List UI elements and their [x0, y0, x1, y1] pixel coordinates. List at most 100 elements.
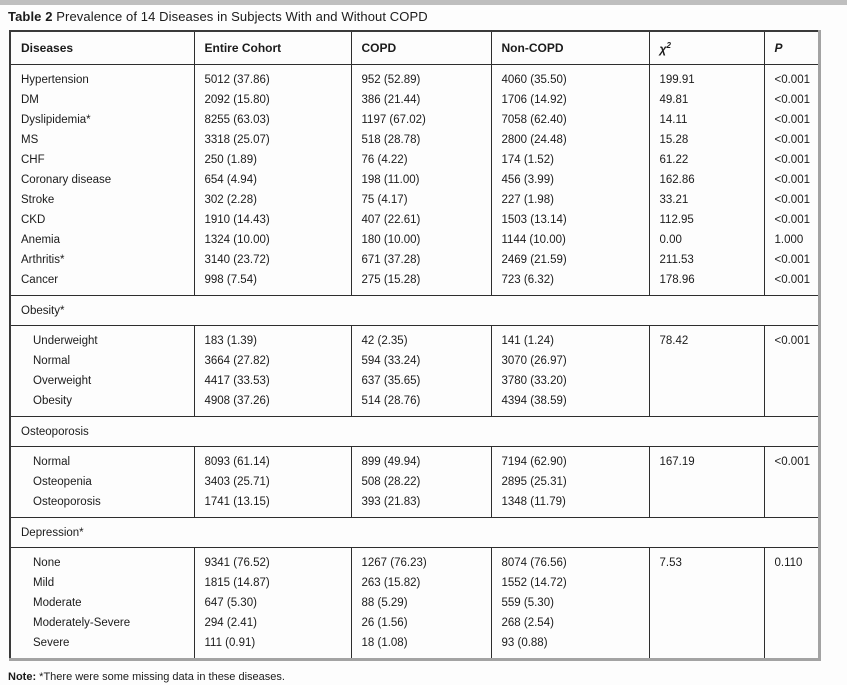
col-header-entire-cohort: Entire Cohort	[193, 31, 351, 65]
copd-cell: 594 (33.24)	[350, 351, 491, 371]
disease-name-cell: Moderate	[33, 597, 82, 609]
disease-name-cell: CHF	[21, 154, 45, 166]
p-value-cell: <0.001	[763, 170, 819, 190]
copd-cell: 18 (1.08)	[350, 633, 491, 660]
entire-cohort-cell: 3318 (25.07)	[193, 130, 351, 150]
copd-cell: 275 (15.28)	[350, 270, 491, 296]
copd-cell: 386 (21.44)	[350, 90, 491, 110]
chi-square-cell	[648, 472, 764, 492]
copd-cell: 76 (4.22)	[350, 150, 491, 170]
chi-square-cell: 167.19	[648, 446, 764, 472]
entire-cohort-cell: 9341 (76.52)	[193, 547, 351, 573]
table-number-label: Table 2	[8, 9, 53, 24]
non-copd-cell: 1348 (11.79)	[490, 492, 649, 518]
entire-cohort-cell: 654 (4.94)	[193, 170, 351, 190]
copd-cell: 514 (28.76)	[350, 391, 491, 417]
copd-cell: 1267 (76.23)	[350, 547, 491, 573]
entire-cohort-cell: 1910 (14.43)	[193, 210, 351, 230]
copd-cell: 952 (52.89)	[350, 64, 491, 90]
chi-symbol: χ	[659, 42, 667, 56]
table-row: MS 3318 (25.07) 518 (28.78) 2800 (24.48)…	[10, 130, 819, 150]
non-copd-cell: 2800 (24.48)	[490, 130, 649, 150]
chi-square-cell	[648, 613, 764, 633]
table-row: Severe 111 (0.91) 18 (1.08) 93 (0.88)	[10, 633, 819, 660]
chi-square-cell	[648, 633, 764, 660]
table-row: Anemia 1324 (10.00) 180 (10.00) 1144 (10…	[10, 230, 819, 250]
copd-cell: 88 (5.29)	[350, 593, 491, 613]
non-copd-cell: 93 (0.88)	[490, 633, 649, 660]
non-copd-cell: 1503 (13.14)	[490, 210, 649, 230]
disease-name-cell: Stroke	[21, 194, 55, 206]
disease-name-cell: Cancer	[21, 274, 59, 286]
disease-name-cell: Obesity	[33, 395, 72, 407]
section-header-row: Depression*	[10, 517, 819, 548]
chi-square-cell	[648, 492, 764, 518]
p-value-cell	[763, 351, 819, 371]
copd-cell: 671 (37.28)	[350, 250, 491, 270]
copd-cell: 637 (35.65)	[350, 371, 491, 391]
copd-cell: 508 (28.22)	[350, 472, 491, 492]
disease-name-cell: CKD	[21, 214, 46, 226]
table-caption: Prevalence of 14 Diseases in Subjects Wi…	[56, 9, 428, 24]
entire-cohort-cell: 250 (1.89)	[193, 150, 351, 170]
table-row: Stroke 302 (2.28) 75 (4.17) 227 (1.98) 3…	[10, 190, 819, 210]
disease-name-cell: MS	[21, 134, 39, 146]
copd-cell: 518 (28.78)	[350, 130, 491, 150]
entire-cohort-cell: 4417 (33.53)	[193, 371, 351, 391]
non-copd-cell: 2895 (25.31)	[490, 472, 649, 492]
disease-name-cell: Normal	[33, 456, 71, 468]
section-band-obesity: Obesity*	[10, 295, 819, 326]
disease-name-cell: DM	[21, 94, 39, 106]
p-value-cell: <0.001	[763, 110, 819, 130]
disease-name-cell: Moderately-Severe	[33, 617, 131, 629]
entire-cohort-cell: 647 (5.30)	[193, 593, 351, 613]
p-value-cell: <0.001	[763, 446, 819, 472]
chi-square-cell: 33.21	[648, 190, 764, 210]
p-value-cell: <0.001	[763, 325, 819, 351]
chi-square-cell	[648, 391, 764, 417]
section-rows-osteoporosis: Normal 8093 (61.14) 899 (49.94) 7194 (62…	[10, 446, 819, 518]
section-header-depression: Depression*	[10, 517, 819, 548]
non-copd-cell: 3780 (33.20)	[490, 371, 649, 391]
p-value-cell: <0.001	[763, 210, 819, 230]
non-copd-cell: 456 (3.99)	[490, 170, 649, 190]
entire-cohort-cell: 183 (1.39)	[193, 325, 351, 351]
disease-name-cell: Osteopenia	[33, 476, 92, 488]
p-value-cell	[763, 573, 819, 593]
copd-cell: 393 (21.83)	[350, 492, 491, 518]
col-header-copd: COPD	[350, 31, 491, 65]
entire-cohort-cell: 998 (7.54)	[193, 270, 351, 296]
note-text: *There were some missing data in these d…	[36, 671, 285, 683]
section-band-depression: Depression*	[10, 517, 819, 548]
entire-cohort-cell: 2092 (15.80)	[193, 90, 351, 110]
p-value-cell	[763, 391, 819, 417]
chi-square-cell	[648, 371, 764, 391]
chi-square-cell: 0.00	[648, 230, 764, 250]
p-value-cell: <0.001	[763, 270, 819, 296]
copd-cell: 263 (15.82)	[350, 573, 491, 593]
table-row: Mild 1815 (14.87) 263 (15.82) 1552 (14.7…	[10, 573, 819, 593]
table-row: Normal 3664 (27.82) 594 (33.24) 3070 (26…	[10, 351, 819, 371]
chi-square-cell: 211.53	[648, 250, 764, 270]
p-value-cell: <0.001	[763, 150, 819, 170]
table-row: Hypertension 5012 (37.86) 952 (52.89) 40…	[10, 64, 819, 90]
disease-name-cell: Hypertension	[21, 74, 89, 86]
section-band-osteoporosis: Osteoporosis	[10, 416, 819, 447]
entire-cohort-cell: 3664 (27.82)	[193, 351, 351, 371]
col-header-non-copd: Non-COPD	[490, 31, 649, 65]
prevalence-table: Diseases Entire Cohort COPD Non-COPD χ2 …	[9, 30, 821, 661]
col-header-chi-square: χ2	[648, 31, 764, 65]
chi-square-cell: 61.22	[648, 150, 764, 170]
table-row: DM 2092 (15.80) 386 (21.44) 1706 (14.92)…	[10, 90, 819, 110]
table-row: Dyslipidemia* 8255 (63.03) 1197 (67.02) …	[10, 110, 819, 130]
section-header-osteoporosis: Osteoporosis	[10, 416, 819, 447]
disease-name-cell: Anemia	[21, 234, 60, 246]
non-copd-cell: 227 (1.98)	[490, 190, 649, 210]
chi-square-cell	[648, 593, 764, 613]
non-copd-cell: 1144 (10.00)	[490, 230, 649, 250]
p-value-cell: <0.001	[763, 64, 819, 90]
disease-name-cell: Underweight	[33, 335, 98, 347]
chi-square-cell: 178.96	[648, 270, 764, 296]
copd-cell: 75 (4.17)	[350, 190, 491, 210]
chi-square-cell: 78.42	[648, 325, 764, 351]
